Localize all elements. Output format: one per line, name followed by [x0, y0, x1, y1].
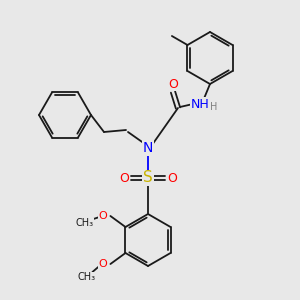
Text: methoxy: methoxy [83, 219, 90, 220]
Text: O: O [167, 172, 177, 184]
Text: NH: NH [190, 98, 209, 110]
Text: O: O [98, 259, 107, 269]
Text: O: O [98, 211, 107, 221]
Text: S: S [143, 170, 153, 185]
Text: O: O [119, 172, 129, 184]
Text: O: O [168, 77, 178, 91]
Text: CH₃: CH₃ [77, 272, 95, 282]
Text: H: H [210, 102, 218, 112]
Text: N: N [143, 141, 153, 155]
Text: CH₃: CH₃ [75, 218, 94, 228]
